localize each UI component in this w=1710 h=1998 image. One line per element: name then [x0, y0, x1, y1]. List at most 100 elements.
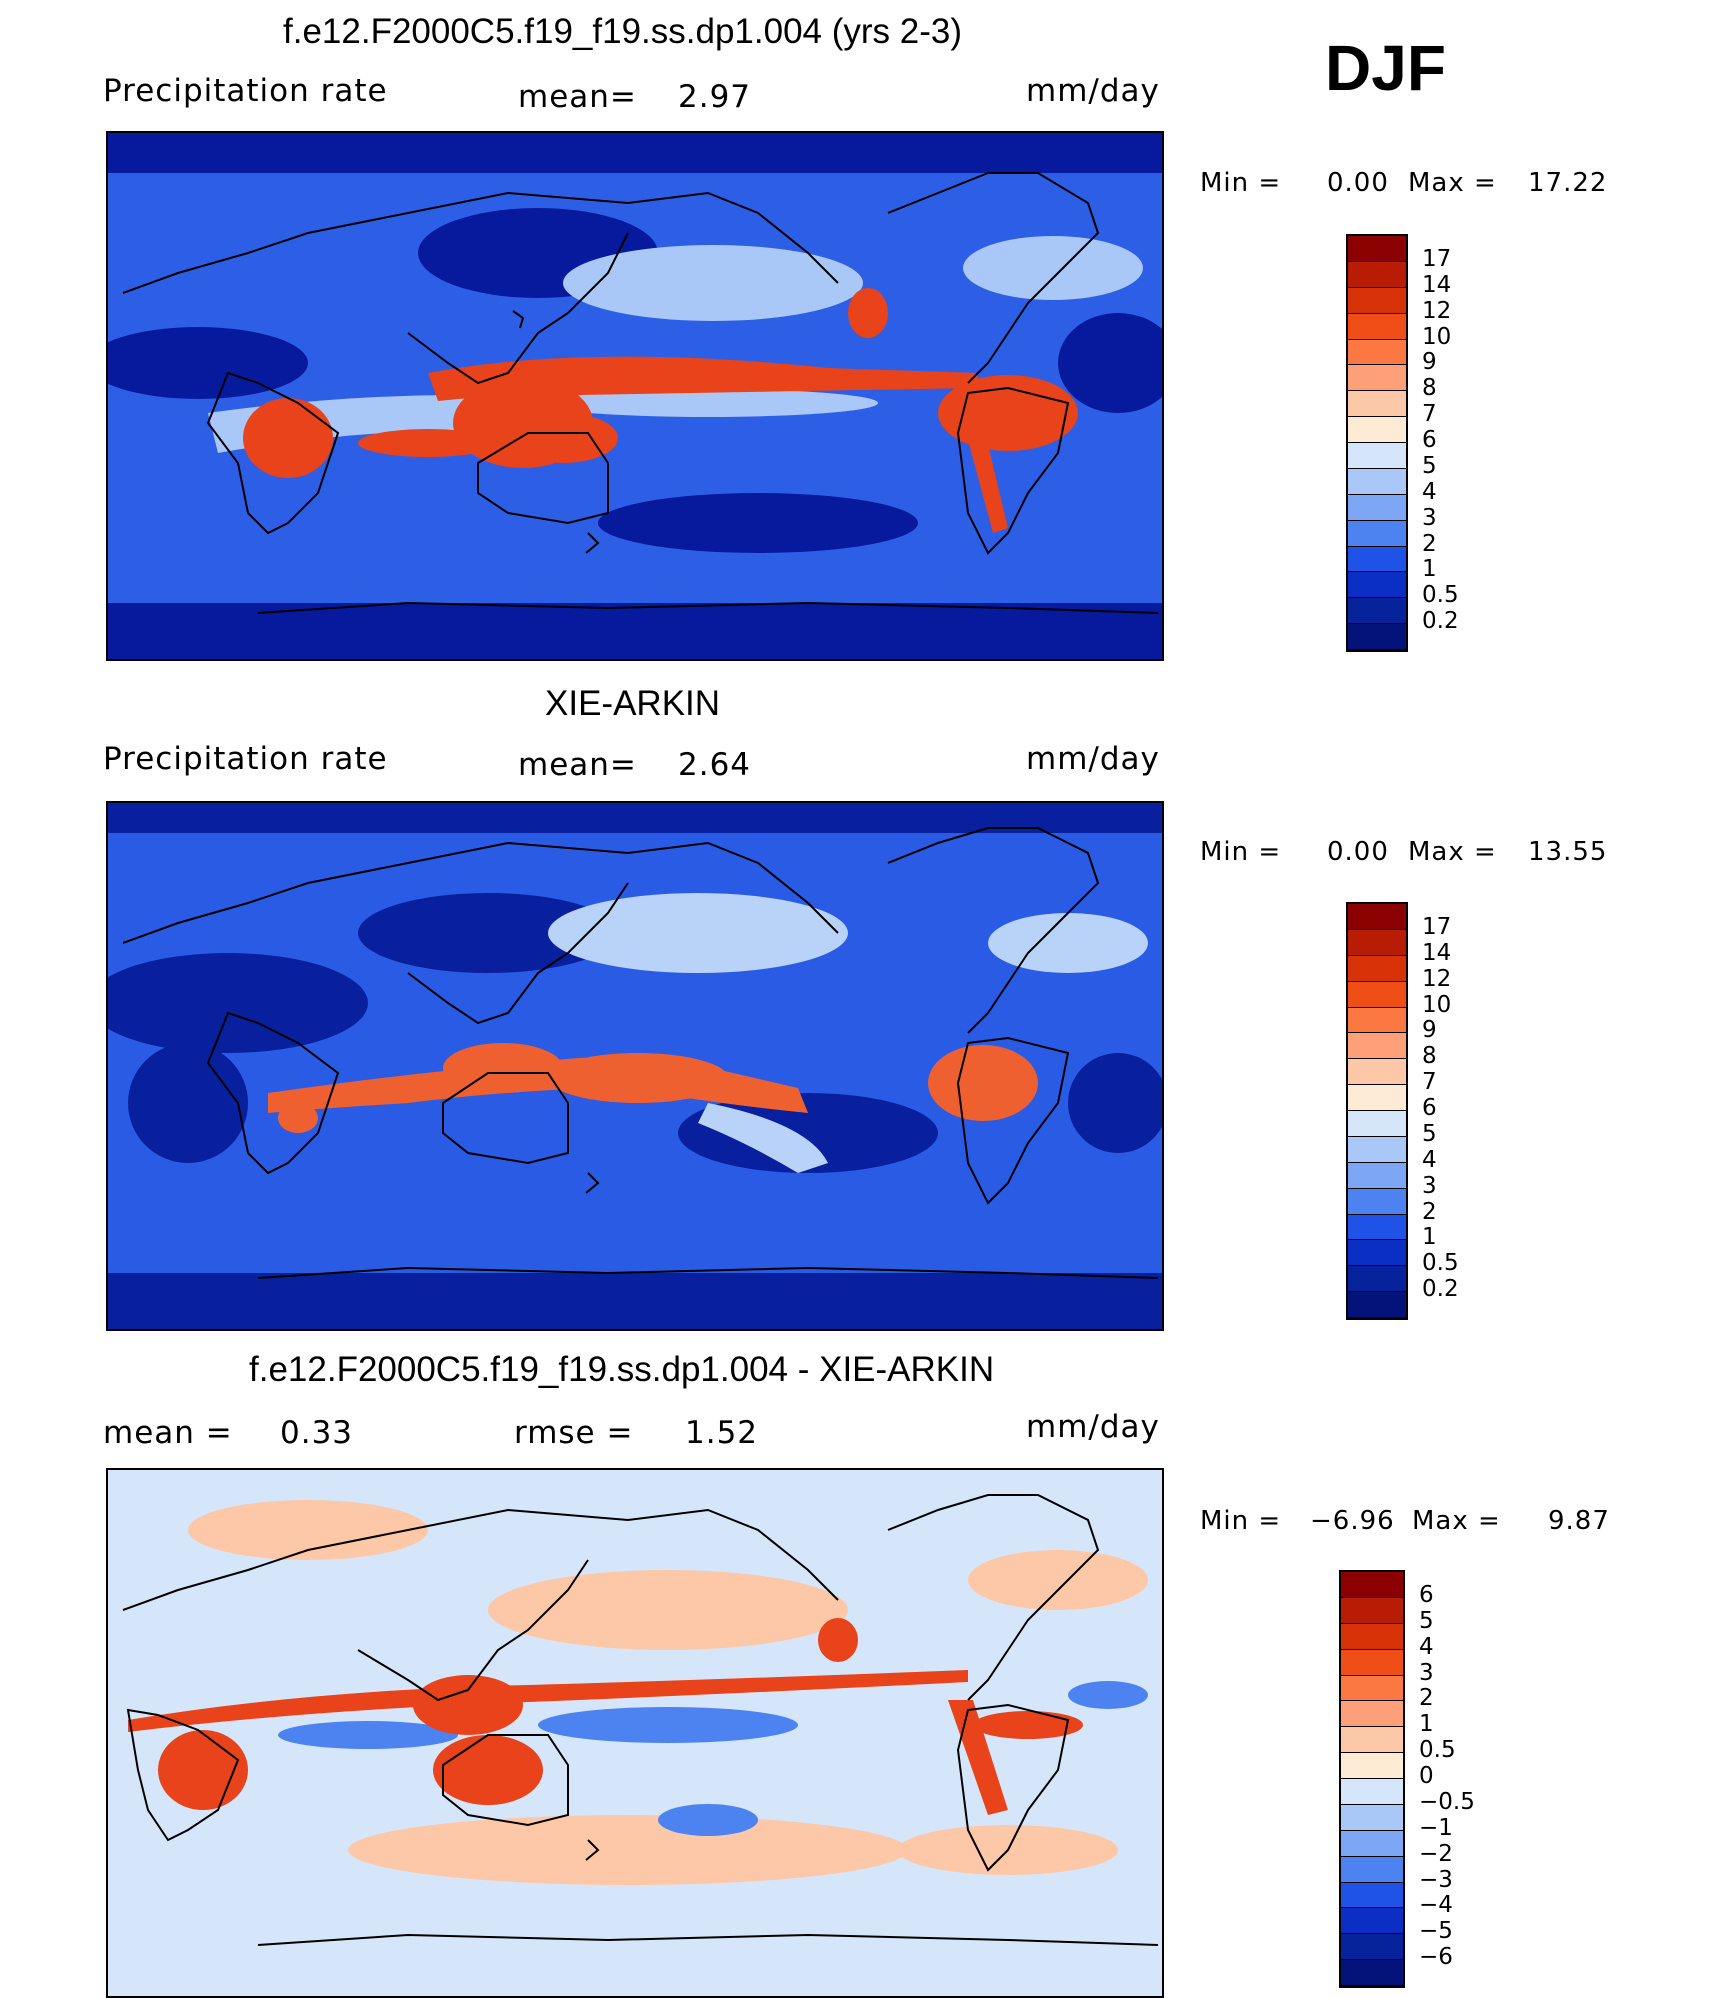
colorbar-tick-label: 1 — [1422, 556, 1437, 583]
colorbar-tick-label: 10 — [1422, 991, 1452, 1018]
colorbar-swatch — [1341, 1727, 1403, 1754]
colorbar-swatch — [1341, 1908, 1403, 1935]
colorbar-tick-label: 4 — [1419, 1633, 1434, 1660]
map-difference — [106, 1468, 1164, 1998]
colorbar-tick-label: 12 — [1422, 297, 1452, 324]
colorbar-tick-label: 5 — [1422, 452, 1437, 479]
colorbar-tick-label: −4 — [1419, 1892, 1453, 1919]
min-label: Min = — [1200, 1506, 1282, 1536]
colorbar-swatch — [1348, 1188, 1406, 1215]
colorbar-tick-label: 2 — [1422, 1198, 1437, 1225]
colorbar-tick-label: 6 — [1422, 1095, 1437, 1121]
colorbar-swatch — [1348, 1292, 1406, 1318]
panel-title: f.e12.F2000C5.f19_f19.ss.dp1.004 (yrs 2-… — [283, 12, 963, 51]
min-label: Min = — [1200, 837, 1282, 867]
colorbar-swatch — [1341, 1882, 1403, 1909]
colorbar-swatch — [1341, 1934, 1403, 1961]
colorbar-swatch — [1348, 468, 1406, 495]
units-label: mm/day — [1026, 741, 1160, 777]
colorbar-tick-label: 3 — [1422, 504, 1437, 531]
colorbar-tick-label: −1 — [1419, 1814, 1453, 1841]
colorbar-swatch — [1348, 443, 1406, 469]
colorbar-tick-label: 4 — [1422, 478, 1437, 505]
colorbar-swatch — [1348, 287, 1406, 314]
colorbar-swatch — [1348, 1214, 1406, 1241]
colorbar-tick-label: 8 — [1422, 1043, 1437, 1070]
colorbar — [1346, 234, 1408, 652]
colorbar-swatch — [1341, 1960, 1403, 1986]
precip-map — [108, 133, 1162, 659]
colorbar-tick-label: 6 — [1422, 427, 1437, 453]
colorbar-tick-label: 10 — [1422, 323, 1452, 350]
colorbar-swatch — [1348, 1266, 1406, 1293]
colorbar-swatch — [1348, 1007, 1406, 1034]
units-label: mm/day — [1026, 73, 1160, 109]
units-label: mm/day — [1026, 1409, 1160, 1445]
colorbar-swatch — [1348, 572, 1406, 599]
colorbar-swatch — [1348, 904, 1406, 930]
colorbar-tick-label: 9 — [1422, 1017, 1437, 1044]
colorbar-swatch — [1341, 1597, 1403, 1624]
colorbar-swatch — [1348, 313, 1406, 340]
colorbar-tick-label: 2 — [1419, 1685, 1434, 1712]
colorbar-tick-label: −2 — [1419, 1840, 1453, 1867]
colorbar-swatch — [1348, 1240, 1406, 1267]
colorbar-tick-label: 4 — [1422, 1146, 1437, 1173]
colorbar-tick-label: 3 — [1422, 1172, 1437, 1199]
colorbar-swatch — [1341, 1779, 1403, 1805]
colorbar-swatch — [1348, 365, 1406, 392]
colorbar-swatch — [1348, 1111, 1406, 1137]
min-value: 0.00 — [1327, 168, 1389, 198]
colorbar-swatch — [1348, 955, 1406, 982]
colorbar-tick-label: 17 — [1422, 245, 1452, 272]
colorbar-swatch — [1341, 1649, 1403, 1676]
variable-label: Precipitation rate — [103, 73, 388, 109]
colorbar — [1339, 1570, 1405, 1988]
colorbar-tick-label: 1 — [1419, 1711, 1434, 1738]
colorbar-swatch — [1348, 494, 1406, 521]
max-value: 13.55 — [1528, 837, 1608, 867]
min-label: Min = — [1200, 168, 1282, 198]
mean-value: 2.64 — [678, 747, 752, 783]
colorbar-swatch — [1341, 1830, 1403, 1857]
colorbar-tick-label: 2 — [1422, 530, 1437, 557]
colorbar-swatch — [1348, 929, 1406, 956]
rmse-value: 1.52 — [685, 1415, 759, 1451]
colorbar-swatch — [1348, 1059, 1406, 1086]
panel-title: XIE-ARKIN — [545, 684, 721, 723]
colorbar-swatch — [1348, 598, 1406, 625]
max-label: Max = — [1408, 837, 1497, 867]
colorbar-tick-label: 0.5 — [1422, 1250, 1459, 1277]
colorbar-swatch — [1348, 261, 1406, 288]
colorbar-swatch — [1348, 981, 1406, 1008]
colorbar-tick-label: 1 — [1422, 1224, 1437, 1251]
season-label: DJF — [1325, 32, 1446, 104]
colorbar-tick-label: 8 — [1422, 375, 1437, 402]
colorbar-swatch — [1341, 1701, 1403, 1728]
colorbar-tick-label: −0.5 — [1419, 1788, 1475, 1815]
max-value: 9.87 — [1548, 1506, 1610, 1536]
map-model — [106, 131, 1164, 661]
colorbar-tick-label: 3 — [1419, 1659, 1434, 1686]
colorbar-swatch — [1341, 1856, 1403, 1883]
mean-value: 2.97 — [678, 79, 752, 115]
colorbar-tick-label: 0 — [1419, 1763, 1434, 1789]
colorbar-tick-label: 6 — [1419, 1581, 1434, 1608]
colorbar-tick-label: 17 — [1422, 913, 1452, 940]
colorbar-tick-label: 7 — [1422, 1069, 1437, 1096]
colorbar-tick-label: 0.5 — [1419, 1737, 1456, 1764]
colorbar-tick-label: 5 — [1419, 1607, 1434, 1634]
colorbar-tick-label: −5 — [1419, 1918, 1453, 1945]
panel-title: f.e12.F2000C5.f19_f19.ss.dp1.004 - XIE-A… — [249, 1350, 995, 1389]
colorbar-swatch — [1348, 1136, 1406, 1163]
colorbar-swatch — [1341, 1623, 1403, 1650]
colorbar-tick-label: 14 — [1422, 939, 1452, 966]
colorbar-tick-label: 0.2 — [1422, 608, 1459, 635]
mean-value: 0.33 — [280, 1415, 354, 1451]
colorbar-tick-label: 7 — [1422, 401, 1437, 428]
colorbar-swatch — [1348, 520, 1406, 547]
colorbar-swatch — [1348, 546, 1406, 573]
colorbar-swatch — [1348, 339, 1406, 366]
colorbar-tick-label: −3 — [1419, 1866, 1453, 1893]
map-observation — [106, 801, 1164, 1331]
